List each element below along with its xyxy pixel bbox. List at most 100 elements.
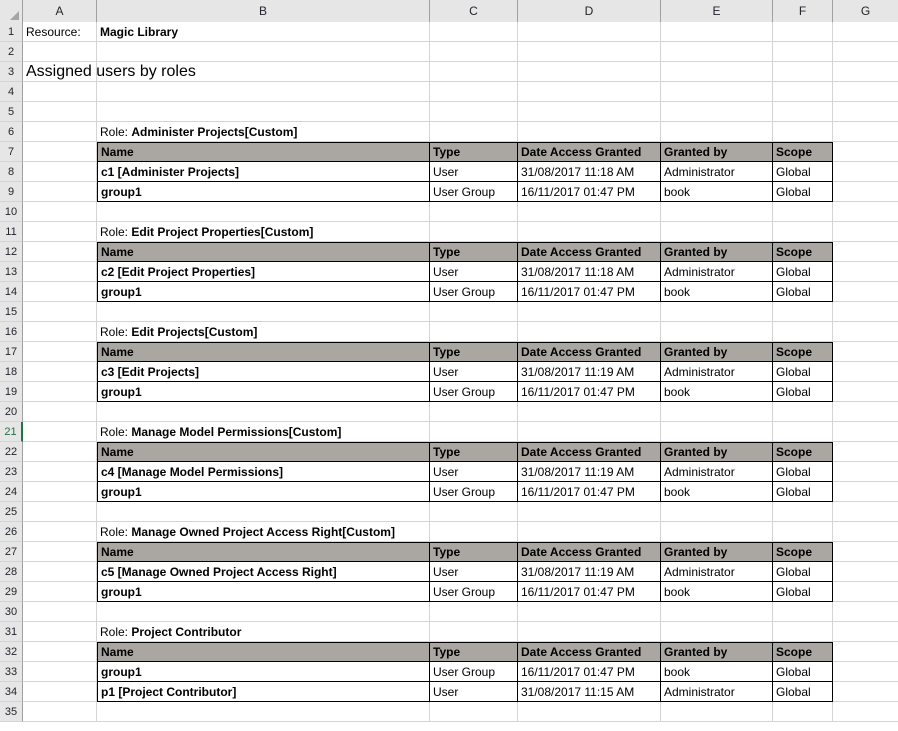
cell-B6[interactable]: Role: Administer Projects[Custom]: [97, 122, 430, 142]
cell-G28[interactable]: [833, 562, 898, 582]
cell-D5[interactable]: [518, 102, 661, 122]
grid-row-33[interactable]: group1 User Group 16/11/2017 01:47 PM book G…: [23, 662, 898, 682]
row-header-22[interactable]: 22: [0, 442, 23, 462]
table-row-cell[interactable]: 16/11/2017 01:47 PM: [518, 482, 661, 502]
cell-G9[interactable]: [833, 182, 898, 202]
row-header-9[interactable]: 9: [0, 182, 23, 202]
table-header-type[interactable]: Type: [430, 242, 518, 262]
column-header-a[interactable]: A: [23, 0, 97, 22]
grid-row-20[interactable]: [23, 402, 898, 422]
table-header-name[interactable]: Name: [97, 442, 430, 462]
table-header-date-access-granted[interactable]: Date Access Granted: [518, 242, 661, 262]
cell-F11[interactable]: [773, 222, 833, 242]
row-header-2[interactable]: 2: [0, 42, 23, 62]
table-header-date-access-granted[interactable]: Date Access Granted: [518, 442, 661, 462]
grid-row-32[interactable]: Name Type Date Access Granted Granted by Sco…: [23, 642, 898, 662]
row-header-19[interactable]: 19: [0, 382, 23, 402]
table-header-name[interactable]: Name: [97, 242, 430, 262]
cell-G23[interactable]: [833, 462, 898, 482]
row-header-33[interactable]: 33: [0, 662, 23, 682]
grid-row-25[interactable]: [23, 502, 898, 522]
cell-G26[interactable]: [833, 522, 898, 542]
cell-D26[interactable]: [518, 522, 661, 542]
row-header-8[interactable]: 8: [0, 162, 23, 182]
cell-G24[interactable]: [833, 482, 898, 502]
cell-F30[interactable]: [773, 602, 833, 622]
cell-E35[interactable]: [661, 702, 773, 722]
cell-F1[interactable]: [773, 22, 833, 42]
table-header-scope[interactable]: Scope: [773, 342, 833, 362]
cell-G21[interactable]: [833, 422, 898, 442]
cell-A18[interactable]: [23, 362, 97, 382]
table-row-cell[interactable]: 16/11/2017 01:47 PM: [518, 282, 661, 302]
cell-B2[interactable]: [97, 42, 430, 62]
cell-C6[interactable]: [430, 122, 518, 142]
cell-G16[interactable]: [833, 322, 898, 342]
cell-G2[interactable]: [833, 42, 898, 62]
column-header-g[interactable]: G: [833, 0, 898, 22]
cell-G30[interactable]: [833, 602, 898, 622]
cell-F35[interactable]: [773, 702, 833, 722]
cell-E6[interactable]: [661, 122, 773, 142]
row-header-27[interactable]: 27: [0, 542, 23, 562]
grid-row-14[interactable]: group1 User Group 16/11/2017 01:47 PM book G…: [23, 282, 898, 302]
cell-C10[interactable]: [430, 202, 518, 222]
table-row-cell[interactable]: p1 [Project Contributor]: [97, 682, 430, 702]
table-row-cell[interactable]: 31/08/2017 11:15 AM: [518, 682, 661, 702]
table-header-scope[interactable]: Scope: [773, 142, 833, 162]
cell-A29[interactable]: [23, 582, 97, 602]
column-header-e[interactable]: E: [661, 0, 773, 22]
row-header-16[interactable]: 16: [0, 322, 23, 342]
cell-F20[interactable]: [773, 402, 833, 422]
cell-A24[interactable]: [23, 482, 97, 502]
table-row-cell[interactable]: User: [430, 562, 518, 582]
cell-F6[interactable]: [773, 122, 833, 142]
row-header-11[interactable]: 11: [0, 222, 23, 242]
grid-row-16[interactable]: Role: Edit Projects[Custom]: [23, 322, 898, 342]
table-row-cell[interactable]: User: [430, 162, 518, 182]
table-row-cell[interactable]: Administrator: [661, 562, 773, 582]
table-row-cell[interactable]: Global: [773, 362, 833, 382]
cell-D6[interactable]: [518, 122, 661, 142]
grid-row-5[interactable]: [23, 102, 898, 122]
cell-A3[interactable]: Assigned users by roles: [23, 62, 196, 82]
table-row-cell[interactable]: c1 [Administer Projects]: [97, 162, 430, 182]
grid-row-19[interactable]: group1 User Group 16/11/2017 01:47 PM book G…: [23, 382, 898, 402]
table-row-cell[interactable]: 31/08/2017 11:19 AM: [518, 562, 661, 582]
table-header-name[interactable]: Name: [97, 342, 430, 362]
grid-row-12[interactable]: Name Type Date Access Granted Granted by Sco…: [23, 242, 898, 262]
grid-row-7[interactable]: Name Type Date Access Granted Granted by Sco…: [23, 142, 898, 162]
grid-row-6[interactable]: Role: Administer Projects[Custom]: [23, 122, 898, 142]
table-row-cell[interactable]: User Group: [430, 182, 518, 202]
cell-G33[interactable]: [833, 662, 898, 682]
grid-row-23[interactable]: c4 [Manage Model Permissions] User 31/08/2…: [23, 462, 898, 482]
table-row-cell[interactable]: Global: [773, 582, 833, 602]
grid-row-1[interactable]: Resource: Magic Library: [23, 22, 898, 42]
cell-E4[interactable]: [661, 82, 773, 102]
cell-G19[interactable]: [833, 382, 898, 402]
cell-B35[interactable]: [97, 702, 430, 722]
cell-F26[interactable]: [773, 522, 833, 542]
table-row-cell[interactable]: 31/08/2017 11:19 AM: [518, 462, 661, 482]
row-header-30[interactable]: 30: [0, 602, 23, 622]
cell-A20[interactable]: [23, 402, 97, 422]
cell-A1[interactable]: Resource:: [23, 22, 97, 42]
cell-A9[interactable]: [23, 182, 97, 202]
cell-G17[interactable]: [833, 342, 898, 362]
table-row-cell[interactable]: User: [430, 262, 518, 282]
grid-row-24[interactable]: group1 User Group 16/11/2017 01:47 PM book G…: [23, 482, 898, 502]
table-header-scope[interactable]: Scope: [773, 642, 833, 662]
cell-E26[interactable]: [661, 522, 773, 542]
cell-C20[interactable]: [430, 402, 518, 422]
table-row-cell[interactable]: book: [661, 382, 773, 402]
row-header-14[interactable]: 14: [0, 282, 23, 302]
cell-F25[interactable]: [773, 502, 833, 522]
grid-row-31[interactable]: Role: Project Contributor: [23, 622, 898, 642]
table-row-cell[interactable]: c4 [Manage Model Permissions]: [97, 462, 430, 482]
table-row-cell[interactable]: 31/08/2017 11:18 AM: [518, 162, 661, 182]
row-header-13[interactable]: 13: [0, 262, 23, 282]
cell-D21[interactable]: [518, 422, 661, 442]
grid-row-11[interactable]: Role: Edit Project Properties[Custom]: [23, 222, 898, 242]
table-row-cell[interactable]: User Group: [430, 382, 518, 402]
table-header-granted-by[interactable]: Granted by: [661, 542, 773, 562]
